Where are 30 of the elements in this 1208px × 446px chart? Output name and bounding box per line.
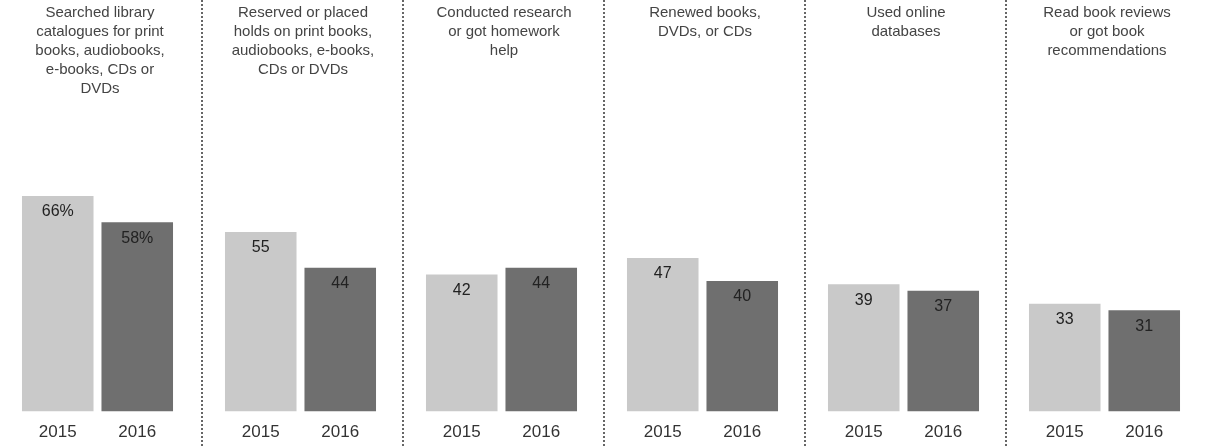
x-tick-label: 2015 (643, 422, 682, 442)
chart-title: Searched library catalogues for print books, audiobooks, e-books, CDs or DVDs (34, 2, 166, 97)
data-label: 39 (854, 290, 873, 308)
x-tick-label: 2016 (321, 422, 360, 442)
chart-title: Used online databases (865, 2, 947, 40)
chart-title: Read book reviews or got book recommendations (1042, 2, 1172, 59)
x-tick-label: 2016 (924, 422, 963, 442)
x-tick-label: 2016 (1125, 422, 1164, 442)
chart-title: Conducted research or got homework help (435, 2, 573, 59)
data-label: 37 (934, 297, 953, 315)
data-label: 40 (733, 287, 752, 305)
data-label: 58% (121, 228, 154, 246)
x-tick-label: 2016 (118, 422, 157, 442)
data-label: 33 (1055, 310, 1074, 328)
x-tick-label: 2015 (241, 422, 280, 442)
x-tick-label: 2015 (1045, 422, 1084, 442)
data-label: 42 (452, 280, 471, 298)
x-tick-label: 2016 (723, 422, 762, 442)
data-label: 44 (532, 274, 551, 292)
chart-title: Renewed books, DVDs, or CDs (648, 2, 762, 40)
x-tick-label: 2016 (522, 422, 561, 442)
data-label: 47 (653, 264, 672, 282)
data-label: 66% (41, 202, 74, 220)
chart-title: Reserved or placed holds on print books, audiobooks, e-books, CDs or DVDs (231, 2, 375, 78)
data-label: 55 (251, 238, 270, 256)
data-label: 44 (331, 274, 350, 292)
x-tick-label: 2015 (844, 422, 883, 442)
data-label: 31 (1135, 316, 1154, 334)
x-tick-label: 2015 (442, 422, 481, 442)
x-tick-label: 2015 (38, 422, 77, 442)
